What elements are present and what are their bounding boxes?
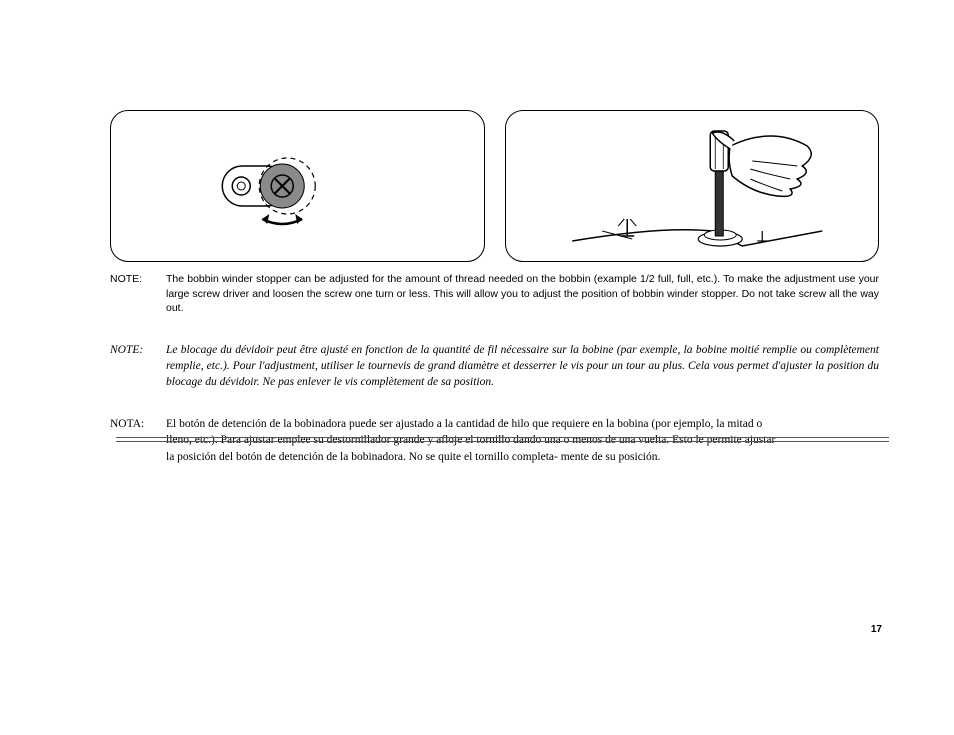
note-label-fr: NOTE: [110, 342, 166, 390]
figure-screwdriver-hand [505, 110, 880, 262]
note-es-line3: la posición del botón de detención de la… [166, 451, 660, 463]
note-body-fr: Le blocage du dévidoir peut être ajusté … [166, 342, 879, 390]
figure-row [110, 110, 879, 262]
note-body-en: The bobbin winder stopper can be adjuste… [166, 272, 879, 316]
note-es-line1: El botón de detención de la bobinadora p… [166, 418, 762, 430]
scan-artifact-line [116, 437, 889, 442]
note-body-es: El botón de detención de la bobinadora p… [166, 416, 879, 464]
note-spanish: NOTA: El botón de detención de la bobina… [110, 416, 879, 464]
note-french: NOTE: Le blocage du dévidoir peut être a… [110, 342, 879, 390]
note-label-en: NOTE: [110, 272, 166, 316]
note-english: NOTE: The bobbin winder stopper can be a… [110, 272, 879, 316]
manual-page: NOTE: The bobbin winder stopper can be a… [0, 0, 954, 465]
page-number: 17 [871, 624, 882, 635]
figure-bobbin-stopper [110, 110, 485, 262]
